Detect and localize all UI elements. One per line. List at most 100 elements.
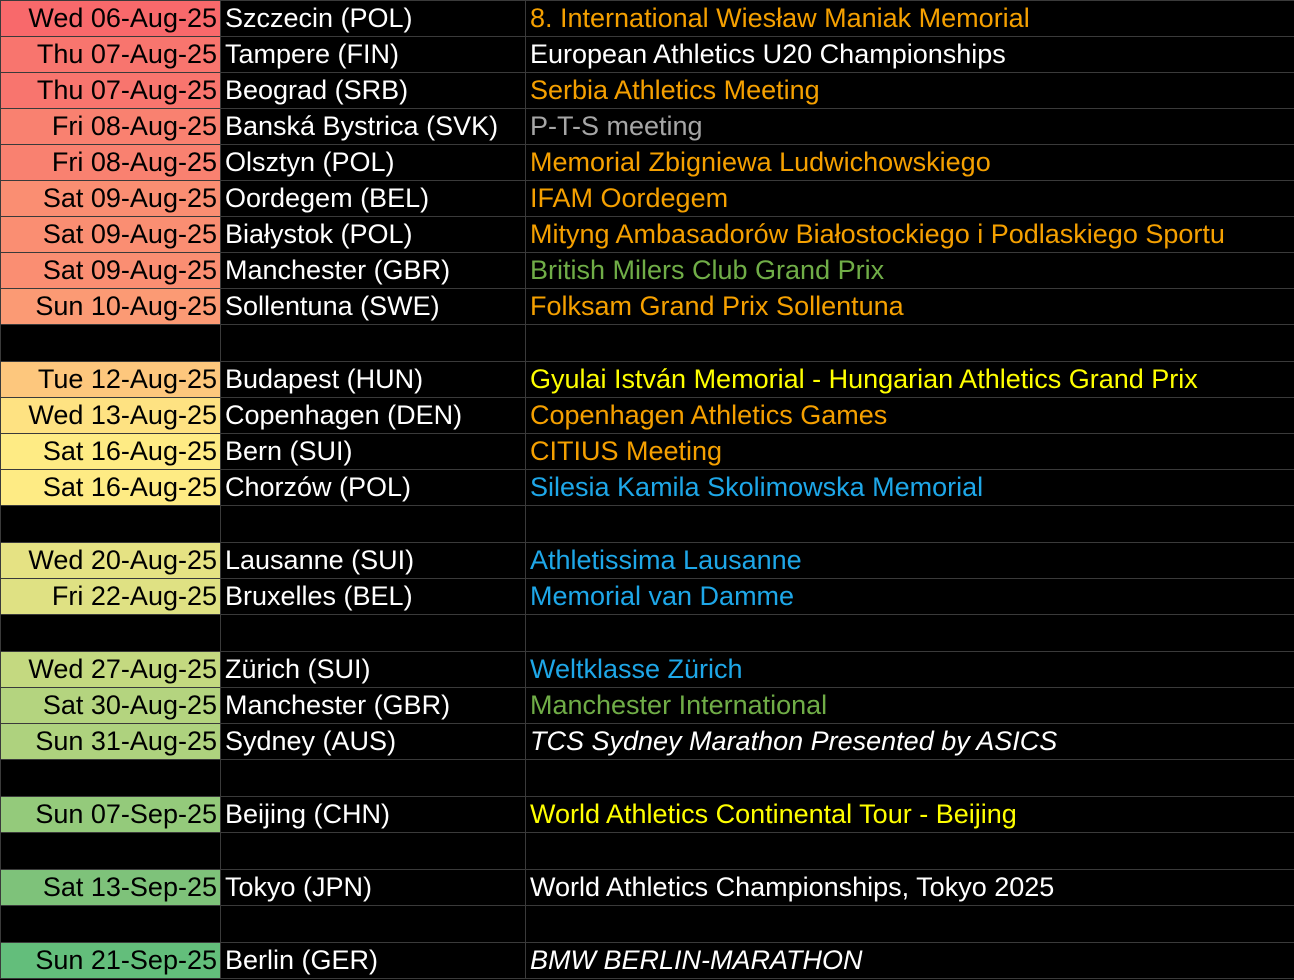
spacer-row (0, 324, 1294, 362)
date-cell[interactable]: Sat 13-Sep-25 (0, 869, 221, 906)
location-cell[interactable]: Białystok (POL) (220, 216, 526, 253)
event-name-cell[interactable]: World Athletics Championships, Tokyo 202… (525, 869, 1294, 906)
date-cell[interactable]: Sat 09-Aug-25 (0, 252, 221, 289)
event-row: Wed 20-Aug-25 Lausanne (SUI) Athletissima … (0, 542, 1294, 579)
date-cell[interactable]: Sun 31-Aug-25 (0, 723, 221, 760)
date-cell[interactable]: Sun 10-Aug-25 (0, 288, 221, 325)
location-cell[interactable]: Bern (SUI) (220, 433, 526, 470)
date-cell[interactable]: Wed 06-Aug-25 (0, 0, 221, 37)
event-name-cell[interactable]: P-T-S meeting (525, 108, 1294, 145)
event-name-cell[interactable]: Weltklasse Zürich (525, 651, 1294, 688)
location-cell[interactable]: Tokyo (JPN) (220, 869, 526, 906)
location-cell[interactable]: Beijing (CHN) (220, 796, 526, 833)
event-name-cell[interactable]: Silesia Kamila Skolimowska Memorial (525, 469, 1294, 506)
location-cell[interactable]: Beograd (SRB) (220, 72, 526, 109)
date-cell[interactable]: Sun 21-Sep-25 (0, 942, 221, 979)
event-name-cell[interactable]: Athletissima Lausanne (525, 542, 1294, 579)
date-cell[interactable]: Thu 07-Aug-25 (0, 72, 221, 109)
date-cell[interactable]: Sat 09-Aug-25 (0, 180, 221, 217)
empty-cell[interactable] (525, 832, 1294, 870)
event-row: Sat 16-Aug-25 Bern (SUI) CITIUS Meeting (0, 433, 1294, 470)
empty-cell[interactable] (220, 505, 526, 543)
event-row: Sat 09-Aug-25 Oordegem (BEL) IFAM Oordegem (0, 180, 1294, 217)
event-name-cell[interactable]: Gyulai István Memorial - Hungarian Athle… (525, 361, 1294, 398)
empty-cell[interactable] (220, 905, 526, 943)
location-cell[interactable]: Sollentuna (SWE) (220, 288, 526, 325)
event-row: Tue 12-Aug-25 Budapest (HUN) Gyulai István… (0, 361, 1294, 398)
event-name-cell[interactable]: IFAM Oordegem (525, 180, 1294, 217)
date-cell[interactable]: Sat 09-Aug-25 (0, 216, 221, 253)
empty-cell[interactable] (220, 614, 526, 652)
empty-cell[interactable] (220, 324, 526, 362)
location-cell[interactable]: Lausanne (SUI) (220, 542, 526, 579)
event-name-cell[interactable]: Copenhagen Athletics Games (525, 397, 1294, 434)
date-cell[interactable]: Sat 16-Aug-25 (0, 469, 221, 506)
location-cell[interactable]: Copenhagen (DEN) (220, 397, 526, 434)
event-name-cell[interactable]: Memorial Zbigniewa Ludwichowskiego (525, 144, 1294, 181)
event-name-cell[interactable]: 8. International Wiesław Maniak Memorial (525, 0, 1294, 37)
empty-cell[interactable] (0, 505, 221, 543)
location-cell[interactable]: Manchester (GBR) (220, 252, 526, 289)
event-row: Thu 07-Aug-25 Beograd (SRB) Serbia Athleti… (0, 72, 1294, 109)
empty-cell[interactable] (525, 759, 1294, 797)
location-cell[interactable]: Bruxelles (BEL) (220, 578, 526, 615)
event-name-cell[interactable]: World Athletics Continental Tour - Beiji… (525, 796, 1294, 833)
location-cell[interactable]: Chorzów (POL) (220, 469, 526, 506)
event-row: Fri 08-Aug-25 Olsztyn (POL) Memorial Zbign… (0, 144, 1294, 181)
location-cell[interactable]: Szczecin (POL) (220, 0, 526, 37)
date-cell[interactable]: Fri 08-Aug-25 (0, 144, 221, 181)
location-cell[interactable]: Zürich (SUI) (220, 651, 526, 688)
event-row: Sun 07-Sep-25 Beijing (CHN) World Athletic… (0, 796, 1294, 833)
spacer-row (0, 505, 1294, 543)
date-cell[interactable]: Wed 27-Aug-25 (0, 651, 221, 688)
empty-cell[interactable] (220, 759, 526, 797)
event-row: Sun 10-Aug-25 Sollentuna (SWE) Folksam Gra… (0, 288, 1294, 325)
location-cell[interactable]: Sydney (AUS) (220, 723, 526, 760)
date-cell[interactable]: Sat 30-Aug-25 (0, 687, 221, 724)
date-cell[interactable]: Fri 22-Aug-25 (0, 578, 221, 615)
empty-cell[interactable] (0, 759, 221, 797)
event-row: Sat 09-Aug-25 Manchester (GBR) British Mil… (0, 252, 1294, 289)
empty-cell[interactable] (0, 324, 221, 362)
event-name-cell[interactable]: BMW BERLIN-MARATHON (525, 942, 1294, 979)
date-cell[interactable]: Tue 12-Aug-25 (0, 361, 221, 398)
empty-cell[interactable] (525, 905, 1294, 943)
event-name-cell[interactable]: European Athletics U20 Championships (525, 36, 1294, 73)
location-cell[interactable]: Banská Bystrica (SVK) (220, 108, 526, 145)
location-cell[interactable]: Budapest (HUN) (220, 361, 526, 398)
date-cell[interactable]: Sun 07-Sep-25 (0, 796, 221, 833)
event-row: Sat 13-Sep-25 Tokyo (JPN) World Athletics … (0, 869, 1294, 906)
event-row: Sun 21-Sep-25 Berlin (GER) BMW BERLIN-MARA… (0, 942, 1294, 979)
date-cell[interactable]: Wed 20-Aug-25 (0, 542, 221, 579)
empty-cell[interactable] (0, 614, 221, 652)
date-cell[interactable]: Sat 16-Aug-25 (0, 433, 221, 470)
event-name-cell[interactable]: Mityng Ambasadorów Białostockiego i Podl… (525, 216, 1294, 253)
empty-cell[interactable] (220, 832, 526, 870)
event-name-cell[interactable]: Memorial van Damme (525, 578, 1294, 615)
location-cell[interactable]: Manchester (GBR) (220, 687, 526, 724)
location-cell[interactable]: Oordegem (BEL) (220, 180, 526, 217)
event-name-cell[interactable]: Serbia Athletics Meeting (525, 72, 1294, 109)
event-name-cell[interactable]: British Milers Club Grand Prix (525, 252, 1294, 289)
event-row: Thu 07-Aug-25 Tampere (FIN) European Athle… (0, 36, 1294, 73)
empty-cell[interactable] (0, 832, 221, 870)
location-cell[interactable]: Olsztyn (POL) (220, 144, 526, 181)
event-name-cell[interactable]: Manchester International (525, 687, 1294, 724)
event-name-cell[interactable]: Folksam Grand Prix Sollentuna (525, 288, 1294, 325)
empty-cell[interactable] (525, 614, 1294, 652)
empty-cell[interactable] (0, 905, 221, 943)
event-name-cell[interactable]: CITIUS Meeting (525, 433, 1294, 470)
empty-cell[interactable] (525, 505, 1294, 543)
event-name-cell[interactable]: TCS Sydney Marathon Presented by ASICS (525, 723, 1294, 760)
empty-cell[interactable] (525, 324, 1294, 362)
date-cell[interactable]: Thu 07-Aug-25 (0, 36, 221, 73)
location-cell[interactable]: Berlin (GER) (220, 942, 526, 979)
date-cell[interactable]: Fri 08-Aug-25 (0, 108, 221, 145)
event-row: Fri 22-Aug-25 Bruxelles (BEL) Memorial van… (0, 578, 1294, 615)
event-row: Sat 09-Aug-25 Białystok (POL) Mityng Ambas… (0, 216, 1294, 253)
location-cell[interactable]: Tampere (FIN) (220, 36, 526, 73)
spacer-row (0, 832, 1294, 870)
spacer-row (0, 614, 1294, 652)
date-cell[interactable]: Wed 13-Aug-25 (0, 397, 221, 434)
